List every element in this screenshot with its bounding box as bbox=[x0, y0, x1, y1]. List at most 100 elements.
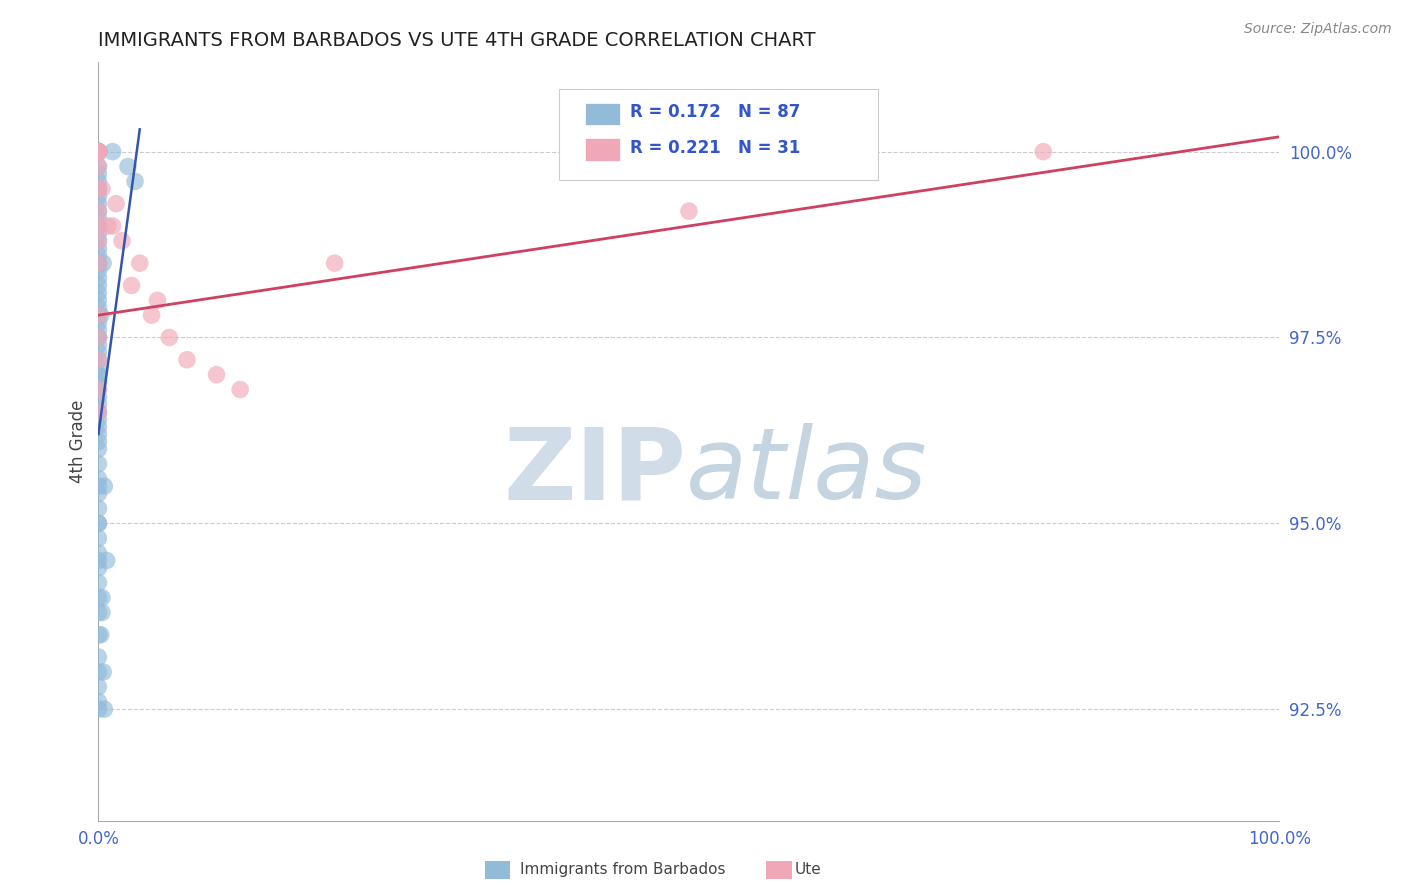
Point bbox=[323, 256, 346, 270]
Point bbox=[87, 145, 110, 159]
Point bbox=[87, 145, 110, 159]
Point bbox=[87, 189, 110, 203]
Point bbox=[87, 167, 110, 181]
Point bbox=[87, 145, 110, 159]
Point bbox=[87, 516, 110, 531]
FancyBboxPatch shape bbox=[585, 138, 620, 161]
Point bbox=[87, 316, 110, 330]
Point bbox=[87, 145, 110, 159]
Point bbox=[87, 360, 110, 375]
Text: Immigrants from Barbados: Immigrants from Barbados bbox=[520, 863, 725, 877]
Text: atlas: atlas bbox=[686, 424, 928, 520]
Point bbox=[87, 486, 110, 500]
Point bbox=[87, 323, 110, 337]
Point bbox=[87, 256, 110, 270]
Point bbox=[87, 249, 110, 263]
Point bbox=[101, 145, 124, 159]
Point bbox=[87, 145, 110, 159]
Point bbox=[87, 174, 110, 188]
Point bbox=[87, 405, 110, 419]
Point bbox=[87, 405, 110, 419]
Point bbox=[87, 160, 110, 174]
Point bbox=[87, 553, 110, 567]
Point bbox=[87, 182, 110, 196]
Point bbox=[87, 234, 110, 248]
Point bbox=[87, 383, 110, 397]
Point bbox=[87, 345, 110, 359]
Point bbox=[87, 330, 110, 344]
Point bbox=[91, 665, 114, 679]
Point bbox=[91, 591, 114, 605]
Point bbox=[87, 606, 110, 620]
Point bbox=[205, 368, 228, 382]
Point bbox=[87, 457, 110, 471]
Point bbox=[229, 383, 252, 397]
Point bbox=[87, 472, 110, 486]
Point bbox=[87, 397, 110, 411]
Point bbox=[87, 665, 110, 679]
Point bbox=[87, 531, 110, 545]
Text: IMMIGRANTS FROM BARBADOS VS UTE 4TH GRADE CORRELATION CHART: IMMIGRANTS FROM BARBADOS VS UTE 4TH GRAD… bbox=[98, 30, 815, 50]
Point bbox=[87, 263, 110, 277]
Point bbox=[87, 145, 110, 159]
Point bbox=[96, 553, 118, 567]
Point bbox=[87, 442, 110, 456]
Point bbox=[87, 227, 110, 241]
Point bbox=[87, 278, 110, 293]
Point bbox=[176, 352, 198, 367]
Point bbox=[87, 368, 110, 382]
Point bbox=[87, 434, 110, 449]
Point bbox=[87, 204, 110, 219]
Text: R = 0.221   N = 31: R = 0.221 N = 31 bbox=[630, 139, 800, 157]
Point bbox=[87, 338, 110, 352]
Point bbox=[124, 174, 146, 188]
Y-axis label: 4th Grade: 4th Grade bbox=[69, 400, 87, 483]
Point bbox=[87, 256, 110, 270]
Point bbox=[91, 182, 114, 196]
Point bbox=[87, 702, 110, 716]
Point bbox=[678, 204, 700, 219]
Point bbox=[105, 196, 128, 211]
Point bbox=[87, 546, 110, 560]
Point bbox=[87, 145, 110, 159]
Point bbox=[93, 702, 115, 716]
Point bbox=[87, 160, 110, 174]
Point bbox=[87, 145, 110, 159]
Point bbox=[101, 219, 124, 233]
Point bbox=[87, 352, 110, 367]
Point bbox=[87, 390, 110, 404]
Text: ZIP: ZIP bbox=[503, 424, 686, 520]
Point bbox=[87, 145, 110, 159]
Point bbox=[1032, 145, 1054, 159]
Point bbox=[90, 628, 112, 642]
Point bbox=[87, 301, 110, 315]
Point bbox=[87, 501, 110, 516]
Point bbox=[87, 182, 110, 196]
Point bbox=[87, 285, 110, 300]
Point bbox=[141, 308, 163, 322]
Point bbox=[87, 383, 110, 397]
Point bbox=[91, 606, 114, 620]
Point bbox=[87, 234, 110, 248]
Point bbox=[90, 308, 112, 322]
Point bbox=[87, 516, 110, 531]
Point bbox=[128, 256, 150, 270]
Point bbox=[146, 293, 169, 308]
Point bbox=[87, 368, 110, 382]
Text: R = 0.172   N = 87: R = 0.172 N = 87 bbox=[630, 103, 800, 120]
Point bbox=[87, 308, 110, 322]
Point bbox=[87, 293, 110, 308]
Point bbox=[87, 219, 110, 233]
Point bbox=[87, 330, 110, 344]
Point bbox=[91, 256, 114, 270]
Point bbox=[87, 419, 110, 434]
Point bbox=[87, 196, 110, 211]
Point bbox=[87, 375, 110, 389]
Point bbox=[121, 278, 143, 293]
Point bbox=[87, 561, 110, 575]
Point bbox=[157, 330, 180, 344]
Point bbox=[87, 412, 110, 426]
Point bbox=[87, 308, 110, 322]
Point bbox=[87, 145, 110, 159]
Point bbox=[87, 352, 110, 367]
